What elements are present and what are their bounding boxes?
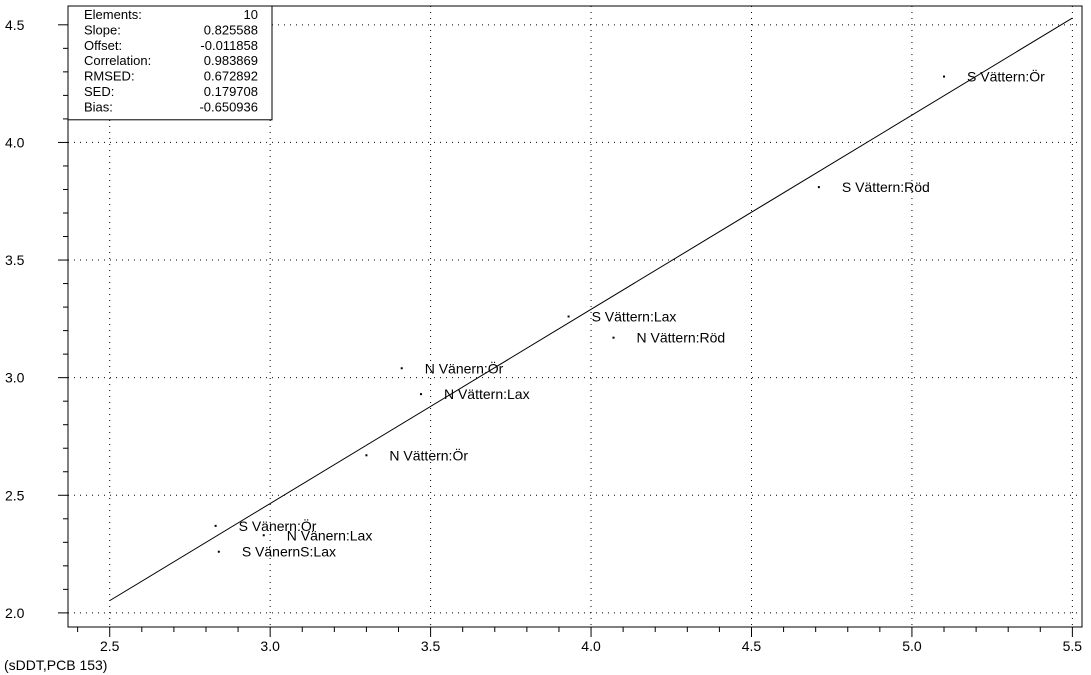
point-label: N Vänern:Lax: [287, 527, 373, 543]
data-point: [567, 315, 570, 318]
data-point: [217, 550, 220, 553]
x-tick-label: 2.5: [100, 638, 120, 654]
point-label: N Vättern:Ör: [389, 446, 468, 463]
stats-value: 0.983869: [204, 53, 258, 68]
point-label: N Vättern:Röd: [637, 330, 726, 346]
plot-frame: [67, 5, 1083, 628]
stats-value: 0.672892: [204, 69, 258, 84]
data-point: [943, 75, 946, 78]
stats-box-frame: [67, 5, 273, 121]
stats-label: Correlation:: [84, 53, 151, 68]
axes-layer: 2.5 3.0 3.5 4.0 4.5 5.0 5.5 2.0 2.5 3.0 3.5 4.0 4.5: [5, 5, 1083, 654]
point-label: S Vänern:Ör: [239, 517, 317, 534]
y-tick-label: 2.0: [5, 605, 25, 621]
stats-label: RMSED:: [84, 69, 135, 84]
point-label: S Vättern:Röd: [842, 179, 930, 195]
x-tick-label: 3.0: [260, 638, 280, 654]
point-label: N Vättern:Lax: [444, 386, 530, 402]
data-point: [214, 524, 217, 527]
x-tick-label: 5.0: [902, 638, 922, 654]
data-point: [400, 367, 403, 370]
x-tick-label: 3.5: [421, 638, 441, 654]
y-tick-label: 2.5: [5, 487, 25, 503]
stats-label: Bias:: [84, 99, 113, 114]
x-tick-label: 4.5: [742, 638, 762, 654]
stats-value: 0.825588: [204, 22, 258, 37]
data-point: [612, 336, 615, 339]
y-tick-label: 4.0: [5, 134, 25, 150]
point-label: S VänernS:Lax: [242, 544, 336, 560]
regression-layer: [109, 17, 1073, 602]
points-layer: S Vättern:Ör S Vättern:Röd S Vättern:Lax N …: [214, 68, 1045, 560]
x-tick-label: 5.5: [1063, 638, 1083, 654]
stats-box: Elements: 10 Slope: 0.825588 Offset: -0.01185…: [67, 5, 273, 121]
y-tick-label: 3.5: [5, 252, 25, 268]
point-label: S Vättern:Lax: [592, 309, 677, 325]
stats-label: Elements:: [84, 7, 142, 22]
y-tick-label: 3.0: [5, 370, 25, 386]
stats-label: SED:: [84, 84, 114, 99]
x-tick-label: 4.0: [581, 638, 601, 654]
stats-value: -0.650936: [199, 99, 258, 114]
stats-label: Slope:: [84, 22, 121, 37]
data-point: [419, 393, 422, 396]
point-label: S Vättern:Ör: [967, 68, 1045, 85]
stats-label: Offset:: [84, 38, 122, 53]
y-tick-label: 4.5: [5, 17, 25, 33]
data-point: [262, 534, 265, 537]
data-point: [817, 186, 820, 189]
footer-label: (sDDT,PCB 153): [4, 657, 107, 673]
stats-value: 10: [244, 7, 258, 22]
point-label: N Vänern:Ör: [425, 359, 504, 376]
stats-value: -0.011858: [200, 38, 258, 53]
regression-line: [109, 17, 1073, 602]
data-point: [365, 454, 368, 457]
stats-value: 0.179708: [204, 84, 258, 99]
